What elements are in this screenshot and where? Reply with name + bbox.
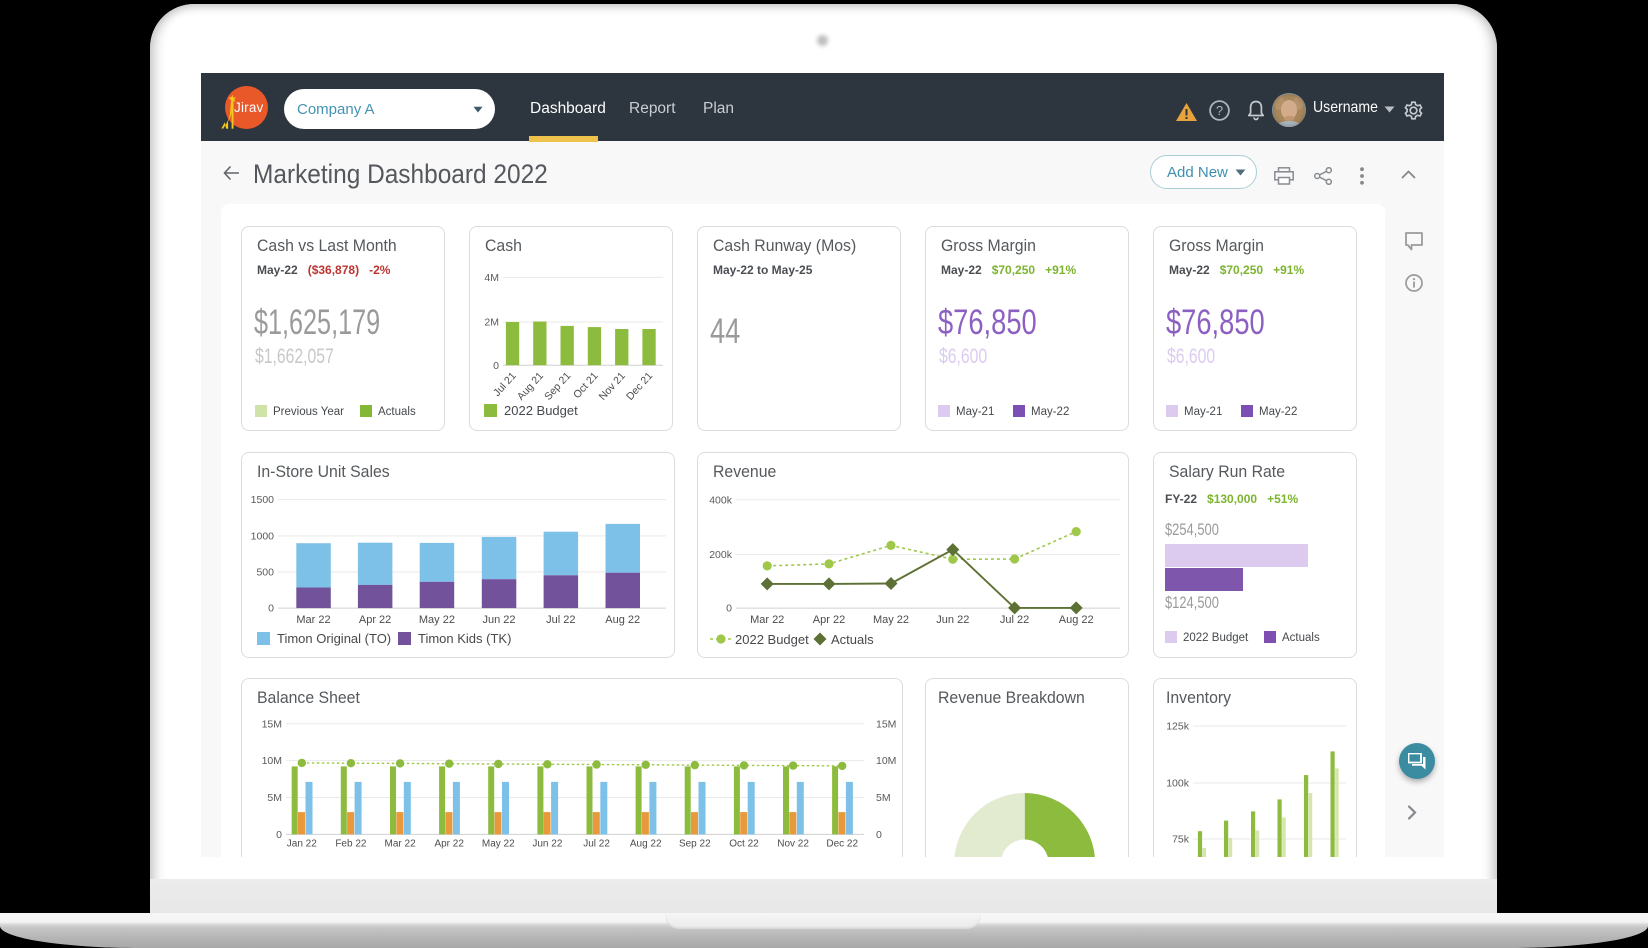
svg-text:May 22: May 22 bbox=[873, 614, 909, 626]
svg-text:200k: 200k bbox=[709, 549, 733, 561]
svg-text:May 22: May 22 bbox=[419, 614, 455, 626]
svg-text:Jun 22: Jun 22 bbox=[482, 614, 515, 626]
svg-text:Aug 22: Aug 22 bbox=[630, 839, 662, 850]
svg-text:Oct 21: Oct 21 bbox=[571, 370, 601, 401]
svg-text:Aug 21: Aug 21 bbox=[515, 370, 546, 403]
svg-text:Mar 22: Mar 22 bbox=[750, 614, 784, 626]
svg-text:Nov 22: Nov 22 bbox=[777, 839, 809, 850]
svg-text:500: 500 bbox=[256, 567, 274, 579]
svg-text:1000: 1000 bbox=[251, 531, 275, 543]
svg-text:Jul 22: Jul 22 bbox=[583, 839, 610, 850]
svg-text:Aug 22: Aug 22 bbox=[1059, 614, 1094, 626]
svg-text:0: 0 bbox=[276, 829, 282, 841]
svg-text:2M: 2M bbox=[484, 317, 499, 329]
svg-text:Feb 22: Feb 22 bbox=[335, 839, 367, 850]
svg-text:5M: 5M bbox=[267, 792, 282, 804]
svg-text:125k: 125k bbox=[1166, 721, 1190, 733]
svg-text:Sep 22: Sep 22 bbox=[679, 839, 711, 850]
svg-text:100k: 100k bbox=[1166, 778, 1190, 790]
svg-text:5M: 5M bbox=[876, 792, 891, 804]
svg-text:4M: 4M bbox=[484, 272, 499, 284]
svg-text:Jul 22: Jul 22 bbox=[1000, 614, 1029, 626]
svg-text:Aug 22: Aug 22 bbox=[605, 614, 640, 626]
svg-text:Jun 22: Jun 22 bbox=[532, 839, 562, 850]
svg-text:?: ? bbox=[1216, 103, 1223, 118]
svg-text:Nov 21: Nov 21 bbox=[597, 370, 628, 403]
svg-text:15M: 15M bbox=[876, 718, 896, 730]
svg-text:May 22: May 22 bbox=[482, 839, 515, 850]
svg-text:Sep 21: Sep 21 bbox=[542, 370, 573, 403]
svg-text:1500: 1500 bbox=[251, 494, 275, 506]
svg-text:Dec 22: Dec 22 bbox=[826, 839, 858, 850]
svg-text:Apr 22: Apr 22 bbox=[359, 614, 391, 626]
svg-text:0: 0 bbox=[493, 360, 499, 372]
svg-text:Jul 22: Jul 22 bbox=[546, 614, 575, 626]
svg-text:Apr 22: Apr 22 bbox=[813, 614, 845, 626]
svg-text:400k: 400k bbox=[709, 494, 733, 506]
svg-text:Mar 22: Mar 22 bbox=[385, 839, 417, 850]
svg-text:Oct 22: Oct 22 bbox=[729, 839, 759, 850]
svg-text:15M: 15M bbox=[262, 718, 282, 730]
svg-text:10M: 10M bbox=[876, 755, 896, 767]
svg-text:Jan 22: Jan 22 bbox=[287, 839, 317, 850]
svg-text:10M: 10M bbox=[262, 755, 282, 767]
svg-text:Jun 22: Jun 22 bbox=[936, 614, 969, 626]
svg-text:Dec 21: Dec 21 bbox=[624, 370, 655, 403]
svg-text:0: 0 bbox=[268, 603, 274, 615]
svg-text:0: 0 bbox=[876, 829, 882, 841]
svg-text:Mar 22: Mar 22 bbox=[296, 614, 330, 626]
svg-text:0: 0 bbox=[726, 603, 732, 615]
svg-text:Apr 22: Apr 22 bbox=[434, 839, 464, 850]
svg-text:75k: 75k bbox=[1172, 834, 1190, 846]
